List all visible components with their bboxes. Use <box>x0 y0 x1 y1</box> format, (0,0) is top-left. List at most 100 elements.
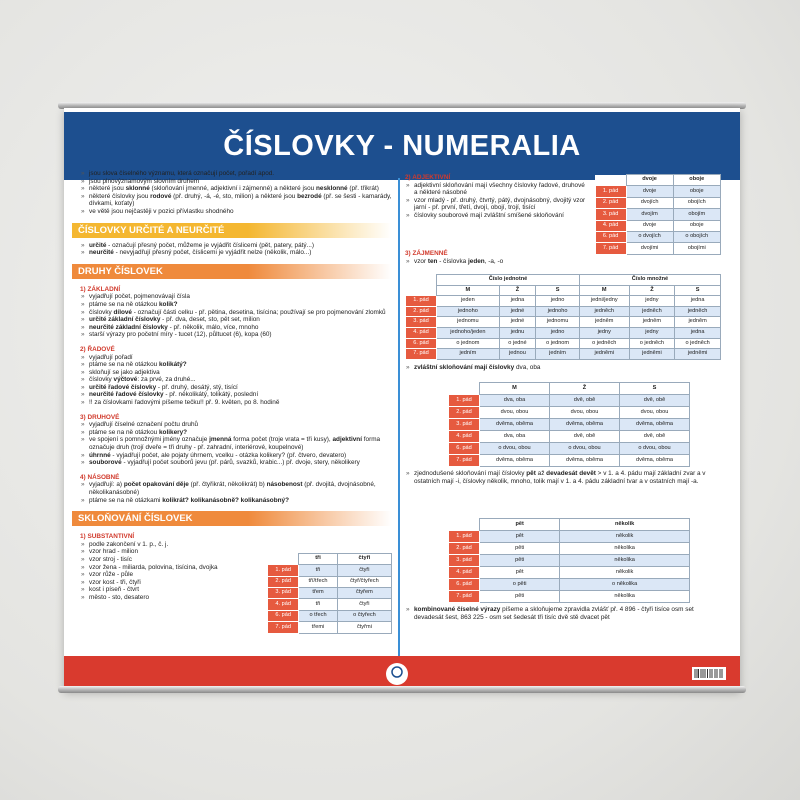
cell: oboje <box>672 185 722 198</box>
corner <box>448 382 480 395</box>
case-label: 7. pád <box>594 242 627 255</box>
case-label: 2. pád <box>405 305 437 318</box>
subheading: 1) ZÁKLADNÍ <box>80 285 121 293</box>
row: 1. pád jeden jedna jedno jedni/jedny jedny jed… <box>405 295 721 307</box>
bullet: neurčité řadové číslovky - př. několikát… <box>80 391 392 399</box>
block-text: podle zakončení v 1. p., č. j.vzor hrad … <box>80 541 261 602</box>
column-header: M <box>578 284 630 297</box>
bullet-text: vyjadřují: a) <box>89 481 124 489</box>
bullet-text: vzor žena - miliarda, polovina, tisícina… <box>89 563 218 571</box>
cell: dvojích <box>625 196 674 210</box>
row: 4. pád dvoje oboje <box>594 219 722 232</box>
bullet-text: sklonné <box>125 185 150 193</box>
bullet-text: zjednodušené skloňování mají číslovky <box>414 470 527 477</box>
bullet-text: vzor stroj - tisíc <box>89 555 132 563</box>
cell: jedno <box>535 326 580 339</box>
case-label: 7. pád <box>405 348 437 360</box>
corner <box>448 518 480 531</box>
cell: o obojích <box>672 230 722 244</box>
block: jsou slova číselného významu, která ozna… <box>80 170 392 216</box>
block: 1) SUBSTANTIVNÍ <box>80 533 392 541</box>
barcode-lines <box>694 669 723 678</box>
bullet-text: neurčité základní číslovky <box>89 323 168 331</box>
case-label: 1. pád <box>405 295 437 307</box>
cell: jedna <box>674 326 721 339</box>
bullet-text: vzor růže - půle <box>89 571 134 579</box>
cell: jednoho <box>436 305 500 318</box>
bullet-list: podle zakončení v 1. p., č. j.vzor hrad … <box>80 541 261 602</box>
column-header: S <box>619 382 690 395</box>
cell: dvou, obou <box>479 406 550 419</box>
cell: dvě, obě <box>549 430 620 443</box>
column-header: pět <box>478 518 561 531</box>
declension-table: M Ž S 1. pád dva, oba dvě, obě dvě, obě 2. pád d… <box>448 382 690 467</box>
cell: o jedněch <box>578 337 630 350</box>
right-column: 2) ADJEKTIVNÍadjektivní skloňování mají … <box>405 170 722 650</box>
cell: dvou, obou <box>619 406 690 419</box>
cell: jedněch <box>674 305 721 318</box>
bullet: zvláštní skloňování mají číslovky dva, o… <box>405 364 721 372</box>
bullet: vyjadřují pořadí <box>80 354 392 362</box>
declension-table: dvoje oboje 1. pád dvoje oboje 2. pád dvojích o… <box>594 173 722 255</box>
footer <box>64 656 740 690</box>
bullet-text: ptáme se na ně otázkami <box>89 496 163 504</box>
bullet-text: vyjadřují číselné označení počtu druhů <box>89 421 199 429</box>
cell: jedny <box>628 326 676 339</box>
cell: o dvojích <box>625 230 674 244</box>
case-label: 4. pád <box>448 566 480 579</box>
bullet: vzor růže - půle <box>80 571 261 579</box>
bullet-text: : za prvé, za druhé... <box>137 376 196 384</box>
bullet-text: ve spojení s pomnožnými jmény označuje <box>89 436 210 444</box>
cell: dvoje <box>625 185 674 198</box>
bullet-text: kolikery? <box>159 428 188 436</box>
bullet-text: číslovky souborové mají zvláštní smíšené… <box>414 211 564 219</box>
block: 3) ZÁJMENNÉ <box>405 250 721 258</box>
corner <box>405 274 437 286</box>
bullet-text: , -a, -o <box>484 258 504 265</box>
cell: obojích <box>672 196 722 210</box>
bullet: podle zakončení v 1. p., č. j. <box>80 541 261 549</box>
case-label: 6. pád <box>448 578 480 591</box>
column-header: S <box>674 284 721 297</box>
bullet: některé číslovky jsou rodové (př. druhý,… <box>80 193 392 208</box>
bullet-text: bezrodé <box>297 192 322 200</box>
cell: čtyř/čtyřech <box>336 575 393 588</box>
bullet-text: určité <box>89 241 107 249</box>
bullet-text: nesklonné <box>316 185 348 193</box>
cell: o dvou, obou <box>479 442 550 455</box>
bullet: ptáme se na ně otázkou kolikátý? <box>80 361 392 369</box>
bullet-text: podle zakončení v 1. p., č. j. <box>89 540 169 548</box>
row: 3. pád třem čtyřem <box>267 586 393 600</box>
bullet-list: kombinované číselné výrazy píšeme a sklo… <box>405 606 721 621</box>
subheading: 4) NÁSOBNÉ <box>80 473 120 481</box>
bullet-text: některé jsou <box>89 185 126 193</box>
cell: dva, oba <box>479 430 550 443</box>
title-part: - NUMERALIA <box>374 130 581 162</box>
bullet: neurčité základní číslovky - př. několik… <box>80 324 392 332</box>
cell: jedna <box>674 295 721 307</box>
cell: o pěti <box>478 578 561 591</box>
footer-graphics <box>386 663 726 685</box>
case-label: 3. pád <box>267 586 300 600</box>
cell: třemi <box>298 621 338 634</box>
cell: jedněmi <box>578 348 630 360</box>
cell: jedním <box>436 348 500 360</box>
section-heading: DRUHY ČÍSLOVEK <box>72 263 392 279</box>
row: 2. pád dvou, obou dvou, obou dvou, obou <box>448 406 690 419</box>
bullet-text: jsou slova číselného významu, která ozna… <box>89 170 275 177</box>
bullet-text: pět <box>526 470 536 477</box>
cell: několik <box>559 566 690 579</box>
cell: o čtyřech <box>336 609 393 623</box>
bullet: ve větě jsou nejčastěji v pozici přívlas… <box>80 208 392 216</box>
case-label: 1. pád <box>594 185 627 198</box>
bullet-text: až <box>535 470 547 477</box>
bullet: ptáme se na ně otázkami kolikrát? kolika… <box>80 497 392 505</box>
bullet-text: (skloňování jmenné, adjektivní i zájmenn… <box>149 185 316 193</box>
row: 4. pád tři čtyři <box>267 598 393 611</box>
row: 2. pád dvojích obojích <box>594 196 722 210</box>
cell: jedním <box>535 348 580 360</box>
bullet-text: (př. třikrát) <box>347 185 379 193</box>
cell: obojím <box>672 208 722 221</box>
bullet-text: počet opakování děje <box>123 481 189 489</box>
